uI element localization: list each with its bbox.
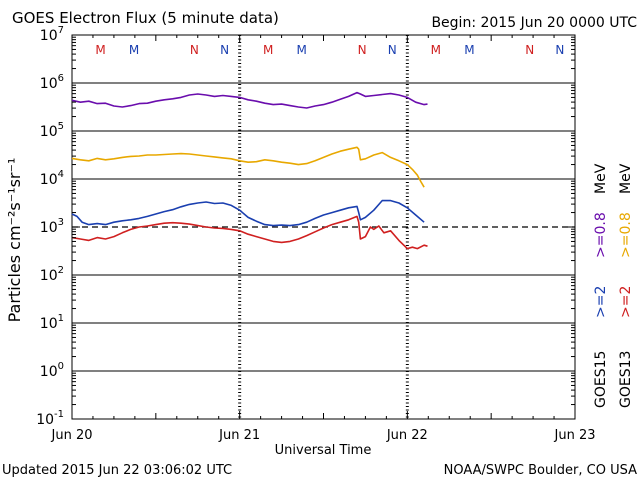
y-tick-label: 103 (40, 217, 64, 236)
marker-label: M (464, 43, 474, 57)
marker-label: N (220, 43, 229, 57)
legend-goes15: GOES15 (593, 351, 609, 408)
grid-lines (72, 82, 575, 372)
legend-unit: MeV (593, 163, 609, 194)
marker-label: M (263, 43, 273, 57)
legend-goes13-ge2: >=2 (618, 286, 634, 318)
chart-title: GOES Electron Flux (5 minute data) (12, 9, 279, 27)
legend-goes15-ge08: >=0.8 (593, 212, 609, 258)
series-line (71, 199, 425, 227)
series-line (71, 146, 425, 188)
y-axis-label: Particles cm⁻²s⁻¹sr⁻¹ (5, 158, 24, 323)
series-line (71, 91, 428, 109)
y-tick-label: 10-1 (36, 409, 64, 428)
x-axis-ticks: Jun 20 Jun 21 Jun 22 Jun 23 (51, 35, 596, 443)
legend-unit: MeV (618, 163, 634, 194)
begin-label: Begin: 2015 Jun 20 0000 UTC (431, 15, 637, 31)
y-tick-label: 107 (40, 25, 64, 44)
data-series (71, 91, 428, 250)
x-tick-label: Jun 22 (386, 428, 428, 443)
y-axis-label-text: Particles cm⁻²s⁻¹sr⁻¹ (5, 158, 24, 323)
legend: GOES15 >=2 >=0.8 MeV GOES13 >=2 >=0.8 MeV (593, 163, 634, 408)
marker-label: M (129, 43, 139, 57)
y-axis-ticks: 107 106 105 104 103 102 101 100 10-1 (36, 25, 575, 428)
y-tick-label: 101 (40, 313, 64, 332)
updated-label: Updated 2015 Jun 22 03:06:02 UTC (2, 463, 232, 478)
marker-label: N (555, 43, 564, 57)
legend-goes13-ge08: >=0.8 (618, 212, 634, 258)
series-line (71, 215, 428, 250)
marker-label: N (388, 43, 397, 57)
x-tick-label: Jun 21 (218, 428, 260, 443)
marker-label: N (525, 43, 534, 57)
day-divider-ticks (238, 35, 409, 419)
x-tick-label: Jun 23 (554, 428, 596, 443)
y-tick-label: 106 (40, 73, 64, 92)
y-tick-label: 105 (40, 121, 64, 140)
y-tick-label: 100 (40, 361, 64, 380)
legend-goes13: GOES13 (618, 351, 634, 408)
marker-label: N (190, 43, 199, 57)
credit-label: NOAA/SWPC Boulder, CO USA (444, 463, 637, 478)
legend-goes15-ge2: >=2 (593, 286, 609, 318)
x-tick-label: Jun 20 (51, 428, 93, 443)
marker-label: M (297, 43, 307, 57)
marker-label: M (95, 43, 105, 57)
x-axis-label: Universal Time (275, 443, 372, 458)
marker-label: N (358, 43, 367, 57)
y-tick-label: 104 (40, 169, 64, 188)
y-tick-label: 102 (40, 265, 64, 284)
marker-label: M (431, 43, 441, 57)
